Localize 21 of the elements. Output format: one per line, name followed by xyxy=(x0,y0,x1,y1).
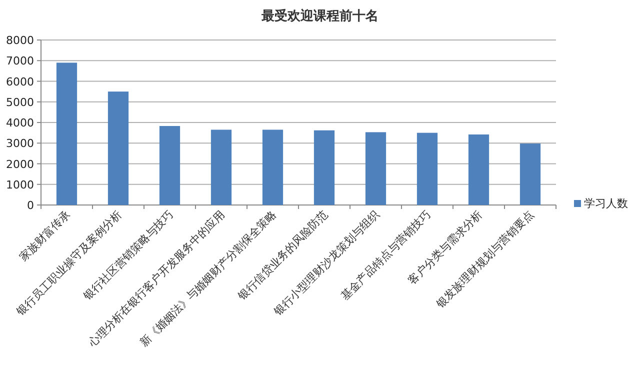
y-tick-label: 5000 xyxy=(6,96,34,109)
y-tick-label: 7000 xyxy=(6,54,34,68)
y-tick-label: 2000 xyxy=(6,158,34,171)
y-tick-label: 4000 xyxy=(6,116,34,130)
legend-label: 学习人数 xyxy=(584,197,628,210)
bar xyxy=(262,130,284,205)
bar xyxy=(416,132,438,205)
bar xyxy=(210,130,232,205)
y-tick-label: 6000 xyxy=(6,75,34,88)
y-tick-label: 3000 xyxy=(6,137,34,150)
y-tick-label: 1000 xyxy=(6,178,34,192)
bar xyxy=(56,62,78,205)
bar xyxy=(520,144,541,205)
chart-title: 最受欢迎课程前十名 xyxy=(260,8,378,24)
bar xyxy=(468,134,490,205)
bar xyxy=(314,130,335,205)
bar xyxy=(159,126,180,205)
bar xyxy=(365,132,386,205)
bar xyxy=(108,92,129,205)
y-tick-label: 8000 xyxy=(6,34,34,47)
y-tick-label: 0 xyxy=(27,199,34,212)
